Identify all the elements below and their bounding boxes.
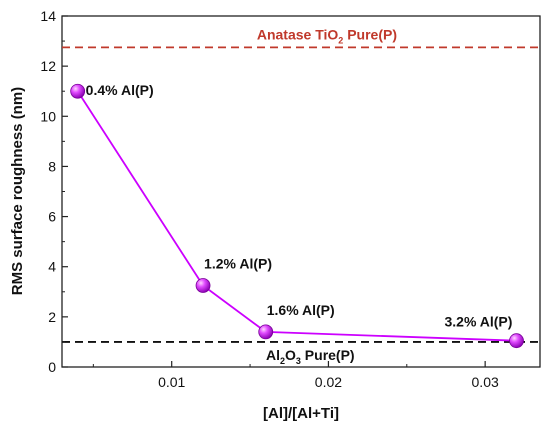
data-point [509, 333, 524, 349]
data-point [195, 278, 211, 293]
data-label: 1.6% Al(P) [267, 302, 335, 318]
data-point [70, 83, 86, 99]
y-axis-ticks: 0 2 4 6 8 10 12 14 [40, 8, 68, 375]
y-tick-label: 2 [48, 309, 56, 325]
data-label: 0.4% Al(P) [86, 82, 154, 98]
series-line [76, 90, 517, 342]
x-tick-label: 0.03 [472, 374, 499, 390]
y-tick-label: 4 [48, 259, 56, 275]
y-tick-label: 8 [48, 158, 56, 174]
point-labels: 0.4% Al(P) 1.2% Al(P) 1.6% Al(P) 3.2% Al(P) [86, 82, 513, 329]
anatase-reference-label: Anatase TiO2 Pure(P) [257, 26, 397, 45]
y-tick-label: 14 [40, 8, 56, 24]
data-label: 3.2% Al(P) [444, 314, 512, 330]
alumina-reference-label: Al2O3 Pure(P) [266, 347, 355, 366]
x-tick-label: 0.01 [158, 374, 185, 390]
y-axis-title: RMS surface roughness (nm) [9, 87, 26, 295]
y-tick-label: 12 [40, 58, 56, 74]
y-tick-label: 6 [48, 209, 56, 225]
x-axis-title: [Al]/[Al+Ti] [263, 405, 339, 422]
y-tick-label: 10 [40, 108, 56, 124]
y-tick-label: 0 [48, 359, 56, 375]
series-points [70, 83, 524, 349]
data-point [258, 324, 274, 340]
x-tick-label: 0.02 [315, 374, 342, 390]
data-label: 1.2% Al(P) [204, 256, 272, 272]
x-axis-ticks: 0.01 0.02 0.03 [92, 361, 499, 390]
